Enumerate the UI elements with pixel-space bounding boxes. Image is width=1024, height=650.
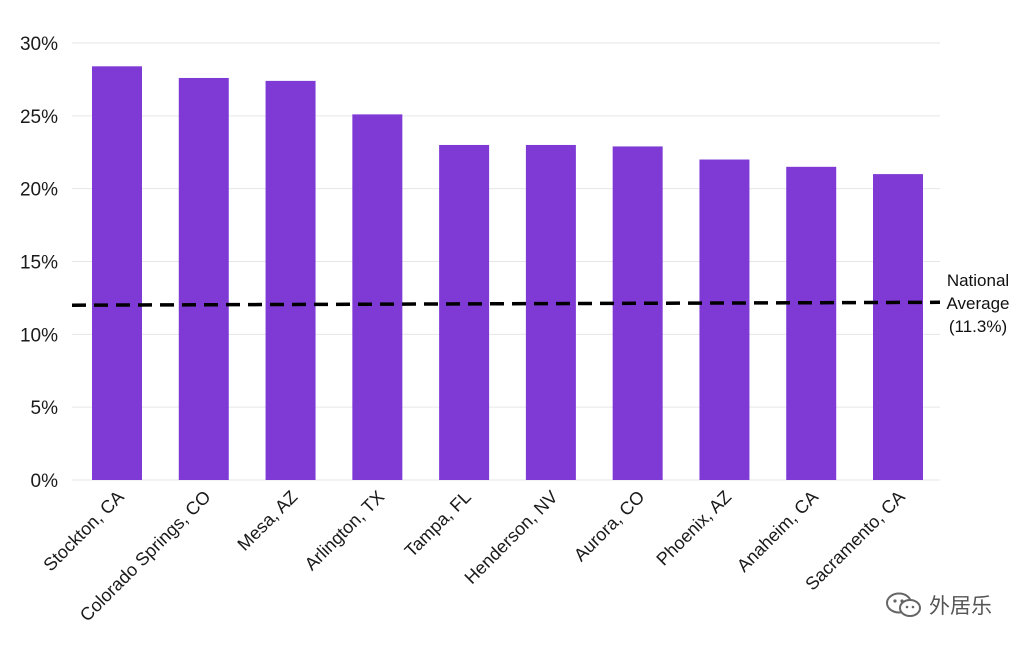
y-tick-label: 20%	[20, 180, 58, 201]
y-tick-label: 0%	[31, 471, 59, 492]
national-average-label-line: Average	[946, 294, 1009, 313]
y-tick-label: 25%	[20, 107, 58, 128]
x-tick-label: Aurora, CO	[570, 487, 649, 566]
bar	[265, 80, 316, 480]
bar	[786, 166, 837, 481]
x-tick-label: Arlington, TX	[301, 487, 388, 574]
bar	[178, 77, 229, 481]
x-tick-label: Anaheim, CA	[733, 487, 822, 576]
bar	[439, 144, 490, 480]
bar	[873, 174, 923, 480]
national-average-label-line: (11.3%)	[949, 317, 1007, 336]
wechat-icon	[886, 592, 921, 617]
y-tick-label: 10%	[20, 325, 58, 346]
national-average-line-group: National Average (11.3%)	[71, 271, 1010, 336]
bar	[612, 146, 663, 480]
x-tick-label: Tampa, FL	[401, 487, 475, 561]
x-tick-label: Henderson, NV	[461, 487, 562, 588]
bars	[92, 66, 923, 481]
watermark-text: 外居乐	[929, 594, 992, 618]
x-tick-label: Mesa, AZ	[233, 487, 301, 555]
watermark: 外居乐	[885, 590, 992, 620]
national-average-line	[71, 300, 941, 307]
bar	[352, 114, 403, 481]
national-average-label: National Average (11.3%)	[946, 271, 1009, 336]
y-tick-label: 15%	[20, 253, 58, 274]
x-tick-label: Phoenix, AZ	[652, 487, 735, 570]
bar	[525, 144, 576, 480]
bar	[92, 66, 142, 480]
y-tick-label: 30%	[20, 34, 58, 55]
y-tick-label: 5%	[31, 398, 59, 419]
bar	[699, 159, 750, 481]
x-tick-label: Stockton, CA	[39, 487, 127, 575]
y-axis-ticks: 0% 5% 10% 15% 20% 25% 30%	[20, 34, 58, 492]
national-average-label-line: National	[947, 271, 1009, 290]
